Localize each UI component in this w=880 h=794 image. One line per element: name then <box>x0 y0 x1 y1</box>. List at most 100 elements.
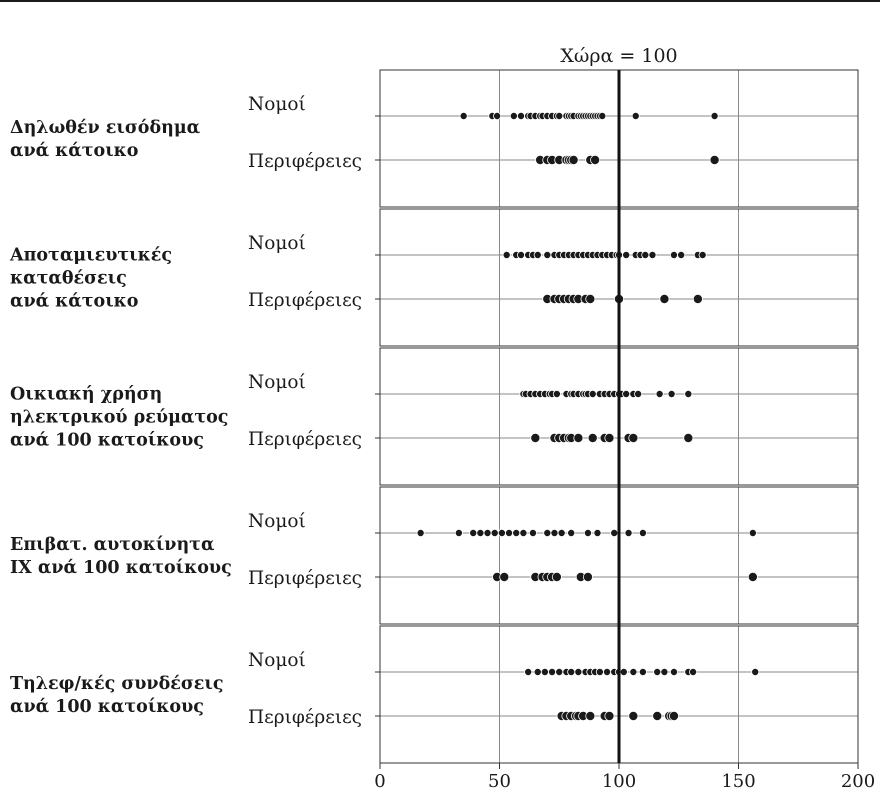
point-nomoi <box>517 112 526 121</box>
point-perifereies <box>530 432 541 443</box>
point-nomoi <box>567 529 576 538</box>
point-nomoi <box>667 389 676 398</box>
point-perifereies <box>747 572 758 583</box>
point-nomoi <box>698 250 707 259</box>
panel-label: καταθέσεις <box>10 269 127 289</box>
point-perifereies <box>587 432 598 443</box>
point-nomoi <box>583 529 592 538</box>
point-nomoi <box>543 529 552 538</box>
point-nomoi <box>555 668 564 677</box>
point-perifereies <box>683 432 694 443</box>
panel-label: Αποταμιευτικές <box>9 246 172 266</box>
point-perifereies <box>573 432 584 443</box>
point-nomoi <box>624 529 633 538</box>
point-nomoi <box>638 529 647 538</box>
point-perifereies <box>551 572 562 583</box>
point-nomoi <box>454 529 463 538</box>
point-nomoi <box>533 250 542 259</box>
point-nomoi <box>459 112 468 121</box>
point-nomoi <box>543 250 552 259</box>
panel-label: Επιβατ. αυτοκίνητα <box>10 535 215 555</box>
point-perifereies <box>604 711 615 722</box>
point-nomoi <box>629 668 638 677</box>
point-perifereies <box>652 711 663 722</box>
panel-label: ανά 100 κατοίκους <box>10 697 204 717</box>
chart-title: Χώρα = 100 <box>560 45 677 67</box>
point-nomoi <box>505 529 514 538</box>
panel-label: Τηλεφ/κές συνδέσεις <box>10 674 224 694</box>
point-nomoi <box>603 668 612 677</box>
point-nomoi <box>631 112 640 121</box>
point-nomoi <box>588 389 597 398</box>
x-tick-label: 50 <box>488 771 511 789</box>
x-tick-label: 200 <box>841 771 875 789</box>
row-label-nomoi: Νομοί <box>248 372 306 393</box>
point-perifereies <box>668 711 679 722</box>
point-nomoi <box>519 529 528 538</box>
point-perifereies <box>692 293 703 304</box>
point-nomoi <box>574 668 583 677</box>
panel-label: Οικιακή χρήση <box>10 385 162 405</box>
point-nomoi <box>493 112 502 121</box>
point-nomoi <box>619 668 628 677</box>
row-label-perifereies: Περιφέρειες <box>248 568 362 589</box>
point-nomoi <box>517 250 526 259</box>
point-perifereies <box>628 711 639 722</box>
point-nomoi <box>557 529 566 538</box>
point-nomoi <box>528 529 537 538</box>
point-nomoi <box>593 529 602 538</box>
point-perifereies <box>582 572 593 583</box>
point-perifereies <box>628 432 639 443</box>
point-perifereies <box>585 711 596 722</box>
panel-label: ΙΧ ανά 100 κατοίκους <box>10 558 232 578</box>
point-perifereies <box>568 154 579 165</box>
point-nomoi <box>469 529 478 538</box>
point-perifereies <box>585 293 596 304</box>
row-label-perifereies: Περιφέρειες <box>248 151 362 172</box>
point-perifereies <box>659 293 670 304</box>
row-label-perifereies: Περιφέρειες <box>248 290 362 311</box>
top-rule <box>0 0 880 2</box>
panel-label: ηλεκτρικού ρεύματος <box>10 408 228 428</box>
point-nomoi <box>751 668 760 677</box>
point-nomoi <box>677 250 686 259</box>
point-nomoi <box>595 668 604 677</box>
point-nomoi <box>669 250 678 259</box>
point-nomoi <box>660 668 669 677</box>
point-nomoi <box>610 529 619 538</box>
point-nomoi <box>476 529 485 538</box>
panel-label: ανά κάτοικο <box>10 292 138 312</box>
row-label-perifereies: Περιφέρειες <box>248 429 362 450</box>
point-nomoi <box>641 250 650 259</box>
row-label-nomoi: Νομοί <box>248 94 306 115</box>
panel-label: ανά 100 κατοίκους <box>10 431 204 451</box>
point-perifereies <box>709 154 720 165</box>
row-label-nomoi: Νομοί <box>248 511 306 532</box>
point-nomoi <box>533 668 542 677</box>
point-nomoi <box>490 529 499 538</box>
point-nomoi <box>502 250 511 259</box>
row-label-nomoi: Νομοί <box>248 650 306 671</box>
point-nomoi <box>552 389 561 398</box>
row-label-nomoi: Νομοί <box>248 233 306 254</box>
point-perifereies <box>590 154 601 165</box>
point-perifereies <box>604 432 615 443</box>
point-nomoi <box>497 529 506 538</box>
point-nomoi <box>655 389 664 398</box>
point-nomoi <box>622 250 631 259</box>
point-nomoi <box>689 668 698 677</box>
point-nomoi <box>638 668 647 677</box>
point-nomoi <box>748 529 757 538</box>
x-tick-label: 100 <box>602 771 636 789</box>
point-nomoi <box>540 668 549 677</box>
point-nomoi <box>548 668 557 677</box>
point-nomoi <box>416 529 425 538</box>
point-nomoi <box>669 668 678 677</box>
point-nomoi <box>483 529 492 538</box>
point-nomoi <box>524 668 533 677</box>
point-nomoi <box>598 112 607 121</box>
panel-label: ανά κάτοικο <box>10 141 138 161</box>
x-tick-label: 0 <box>374 771 385 789</box>
point-nomoi <box>555 112 564 121</box>
